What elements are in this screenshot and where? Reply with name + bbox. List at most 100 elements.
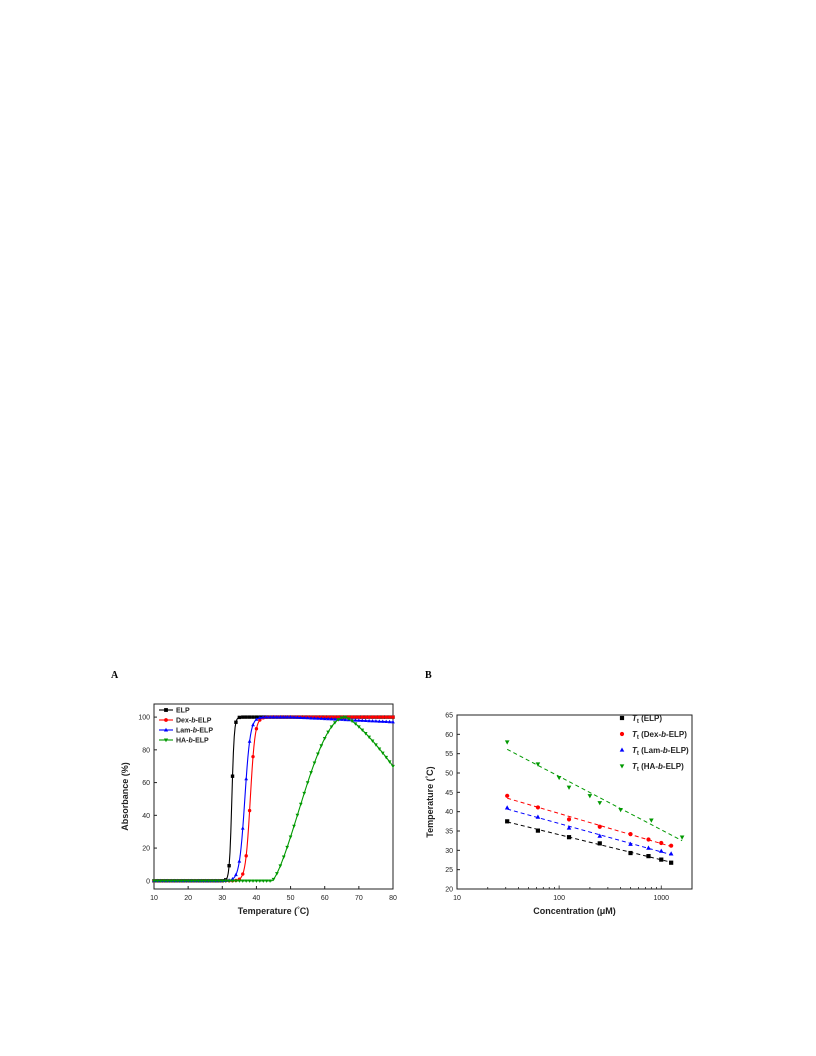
data-point — [535, 814, 541, 819]
data-point — [363, 715, 368, 719]
data-point — [370, 718, 375, 723]
data-point — [234, 879, 238, 883]
data-point — [240, 879, 245, 883]
data-point — [316, 716, 320, 720]
y-tick-label: 65 — [445, 713, 453, 720]
legend-label: Tt (Dex-b-ELP) — [632, 730, 687, 741]
panel-a-label: A — [111, 670, 119, 681]
data-point — [305, 715, 310, 720]
data-point — [628, 831, 633, 837]
data-point — [535, 762, 541, 767]
data-point — [646, 837, 651, 842]
x-tick-label: 1000 — [653, 895, 669, 902]
x-tick-label: 10 — [150, 895, 158, 902]
data-point — [234, 872, 238, 877]
data-point — [356, 718, 361, 722]
data-point — [288, 715, 293, 719]
legend-marker — [164, 718, 168, 722]
data-point — [261, 715, 266, 719]
data-point — [669, 860, 674, 865]
y-tick-label: 20 — [445, 887, 453, 894]
data-point — [213, 879, 218, 883]
data-point — [367, 735, 371, 740]
y-tick-label: 50 — [445, 771, 453, 778]
data-point — [258, 718, 262, 722]
data-point — [241, 715, 245, 719]
legend-label: HA-b-ELP — [176, 738, 209, 745]
data-point — [309, 771, 313, 775]
data-point — [329, 725, 334, 729]
data-point — [285, 845, 290, 850]
y-tick-label: 100 — [138, 715, 150, 722]
y-tick-label: 0 — [146, 878, 150, 885]
data-point — [646, 854, 651, 859]
data-point — [597, 841, 602, 846]
legend-marker — [619, 747, 625, 752]
data-point — [343, 715, 348, 720]
data-point — [251, 754, 255, 759]
data-point — [597, 833, 603, 838]
data-point — [312, 761, 317, 765]
x-tick-label: 10 — [453, 895, 461, 902]
data-point — [380, 719, 385, 723]
data-point — [271, 715, 276, 719]
data-point — [298, 715, 303, 719]
legend-marker — [619, 731, 625, 737]
data-point — [199, 879, 204, 883]
data-point — [237, 879, 242, 883]
data-point — [281, 715, 286, 719]
data-point — [649, 818, 654, 823]
data-point — [374, 719, 378, 723]
data-point — [566, 835, 572, 840]
data-point — [237, 715, 242, 720]
legend-label: Tt (HA-b-ELP) — [632, 762, 684, 773]
x-tick-label: 20 — [184, 895, 192, 902]
data-point — [391, 715, 395, 719]
legend-marker — [619, 715, 625, 721]
data-point — [179, 879, 184, 883]
data-point — [264, 715, 269, 719]
data-point — [669, 843, 674, 848]
data-point — [504, 805, 510, 810]
data-point — [275, 715, 279, 719]
legend-marker — [163, 738, 169, 743]
data-point — [251, 879, 255, 883]
data-point — [247, 715, 252, 719]
data-point — [220, 879, 225, 883]
panel-b-label: B — [425, 670, 432, 681]
data-point — [336, 715, 341, 719]
data-point — [278, 715, 283, 719]
data-point — [237, 859, 242, 863]
x-tick-label: 40 — [253, 895, 261, 902]
data-point — [193, 879, 197, 883]
data-point — [628, 850, 633, 856]
y-tick-label: 35 — [445, 829, 453, 836]
y-tick-label: 60 — [142, 780, 150, 787]
y-tick-label: 55 — [445, 751, 453, 758]
data-point — [333, 715, 337, 719]
data-point — [360, 728, 365, 733]
data-point — [247, 879, 252, 883]
fit-line — [507, 808, 672, 856]
data-point — [234, 720, 238, 724]
data-point — [158, 879, 163, 883]
data-point — [319, 744, 324, 748]
data-point — [257, 879, 262, 883]
legend-marker — [619, 764, 625, 769]
data-point — [367, 715, 371, 719]
data-point — [230, 879, 235, 883]
data-point — [322, 716, 327, 721]
x-tick-label: 30 — [218, 895, 226, 902]
data-point — [329, 717, 334, 721]
data-point — [326, 716, 330, 721]
data-point — [254, 727, 259, 731]
data-point — [288, 835, 293, 839]
plot-frame — [153, 703, 394, 890]
fit-line — [506, 748, 683, 842]
data-point — [587, 794, 593, 799]
data-point — [504, 740, 510, 745]
data-point — [357, 715, 361, 719]
data-point — [155, 879, 160, 883]
y-tick-label: 20 — [142, 846, 150, 853]
data-point — [339, 716, 344, 720]
